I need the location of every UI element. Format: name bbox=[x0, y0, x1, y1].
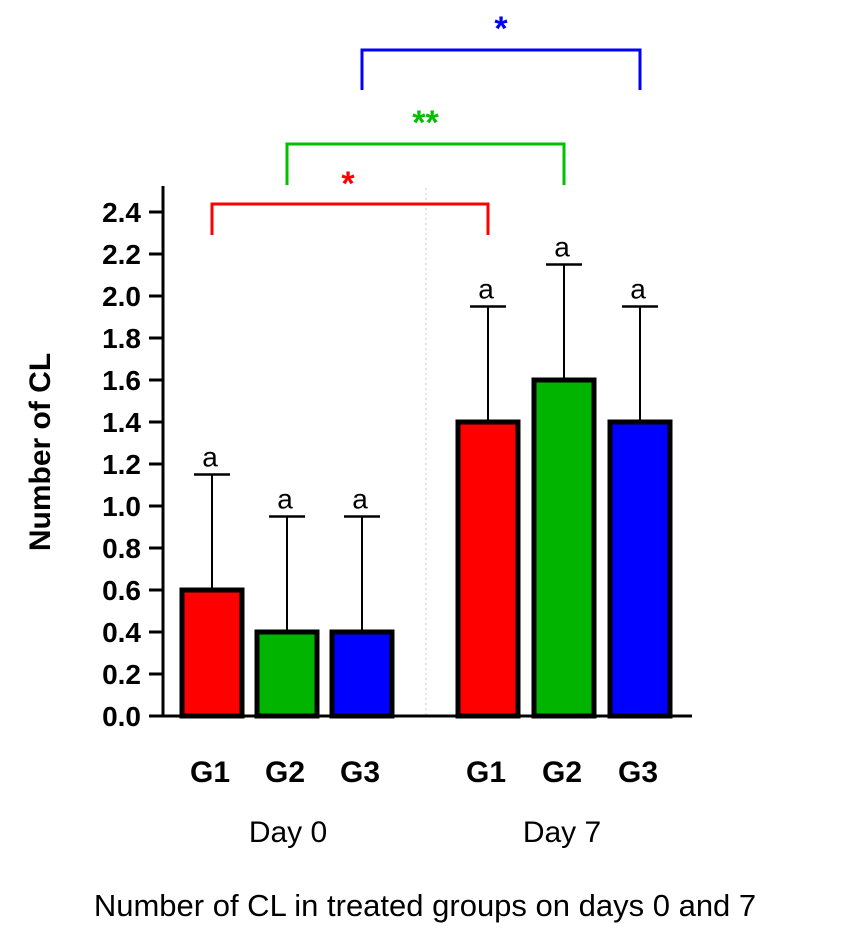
comparison-star: * bbox=[341, 165, 355, 203]
category-label: G3 bbox=[340, 756, 380, 789]
group-label: Day 7 bbox=[523, 816, 601, 849]
significance-letter: a bbox=[630, 274, 646, 305]
significance-letter: a bbox=[554, 232, 570, 263]
figure-caption: Number of CL in treated groups on days 0… bbox=[93, 888, 757, 923]
significance-letter: a bbox=[478, 274, 494, 305]
bars bbox=[179, 263, 673, 719]
significance-brackets: **** bbox=[210, 10, 642, 235]
y-tick-label: 2.4 bbox=[102, 197, 141, 228]
y-tick-label: 1.8 bbox=[102, 323, 141, 354]
category-label: G1 bbox=[466, 756, 506, 789]
y-axis-label: Number of CL bbox=[24, 353, 57, 551]
category-label: G1 bbox=[190, 756, 230, 789]
y-tick-label: 1.0 bbox=[102, 491, 141, 522]
bar bbox=[531, 377, 597, 719]
y-tick-label: 1.6 bbox=[102, 365, 141, 396]
y-tick-label: 2.2 bbox=[102, 239, 141, 270]
significance-letter: a bbox=[277, 484, 293, 515]
comparison-star: * bbox=[494, 10, 508, 48]
bar bbox=[607, 419, 673, 719]
y-tick-label: 0.8 bbox=[102, 533, 141, 564]
comparison-bracket bbox=[285, 142, 566, 185]
y-tick-label: 0.0 bbox=[102, 701, 141, 732]
labels: a G1 a G2 a G3 Day 0 a G1 a G2 a G3 Day 7 bbox=[190, 232, 658, 850]
bar-chart: 0.0 0.2 0.4 0.6 0.8 1.0 1.2 1.4 1.6 1.8 2.0 2.2 2.4 N… bbox=[24, 10, 692, 850]
group-label: Day 0 bbox=[249, 816, 327, 849]
bar bbox=[455, 419, 521, 719]
significance-letter: a bbox=[202, 442, 218, 473]
y-tick-label: 1.4 bbox=[102, 407, 141, 438]
y-tick-label: 0.2 bbox=[102, 659, 141, 690]
bar bbox=[254, 629, 320, 719]
bar bbox=[179, 587, 245, 719]
y-tick-label: 0.4 bbox=[102, 617, 141, 648]
comparison-bracket bbox=[360, 48, 642, 90]
category-label: G2 bbox=[542, 756, 582, 789]
y-tick-label: 1.2 bbox=[102, 449, 141, 480]
comparison-star: ** bbox=[412, 104, 439, 142]
bar bbox=[329, 629, 395, 719]
comparison-bracket bbox=[210, 202, 490, 235]
category-label: G3 bbox=[618, 756, 658, 789]
category-label: G2 bbox=[265, 756, 305, 789]
y-tick-label: 2.0 bbox=[102, 281, 141, 312]
significance-letter: a bbox=[352, 484, 368, 515]
axes: 0.0 0.2 0.4 0.6 0.8 1.0 1.2 1.4 1.6 1.8 2.0 2.2 2.4 N… bbox=[24, 186, 692, 732]
y-tick-label: 0.6 bbox=[102, 575, 141, 606]
